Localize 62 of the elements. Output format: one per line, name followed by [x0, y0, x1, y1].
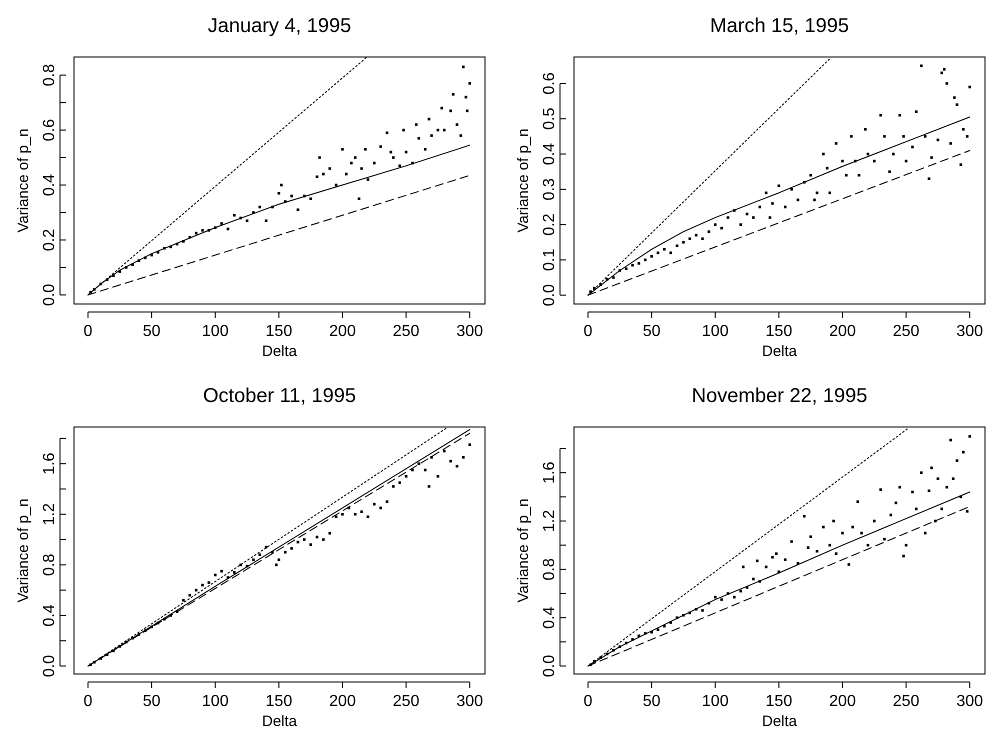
y-tick-label: 0.4 [41, 174, 58, 196]
x-tick-label: 200 [329, 693, 356, 710]
y-tick-label: 0.4 [541, 606, 558, 629]
x-tick-label: 50 [642, 693, 661, 710]
x-tick-label: 300 [456, 693, 484, 710]
y-tick-label: 0.4 [41, 604, 58, 627]
x-tick-label: 250 [892, 323, 920, 340]
y-tick-label: 0.0 [41, 654, 58, 678]
y-tick-label: 1.2 [41, 503, 58, 526]
x-tick-label: 150 [766, 693, 792, 710]
x-tick-label: 100 [702, 323, 729, 340]
x-tick-label: 150 [766, 323, 792, 340]
y-axis-title: Variance of p_n [15, 498, 32, 602]
x-tick-label: 100 [702, 693, 729, 710]
x-axis-title: Delta [262, 343, 298, 360]
x-tick-label: 0 [584, 323, 593, 340]
x-tick-label: 300 [456, 323, 484, 340]
x-tick-label: 100 [202, 693, 229, 710]
x-tick-label: 0 [584, 693, 593, 710]
chart-title: October 11, 1995 [202, 385, 356, 407]
y-tick-label: 1.6 [41, 452, 58, 475]
chart-title: March 15, 1995 [710, 15, 849, 37]
x-tick-label: 250 [392, 693, 420, 710]
y-tick-label: 1.2 [541, 510, 558, 532]
y-tick-label: 0.0 [541, 654, 558, 678]
y-tick-label: 0.8 [541, 558, 558, 580]
y-tick-label: 1.6 [541, 461, 558, 484]
x-tick-label: 50 [142, 323, 161, 340]
y-tick-label: 0.1 [541, 248, 558, 272]
x-tick-label: 200 [829, 323, 856, 340]
y-tick-label: 0.8 [41, 554, 58, 576]
x-tick-label: 250 [392, 323, 420, 340]
x-tick-label: 300 [956, 693, 984, 710]
y-tick-label: 0.0 [541, 284, 558, 306]
y-tick-label: 0.2 [41, 228, 58, 252]
x-tick-label: 300 [956, 323, 984, 340]
x-tick-label: 150 [266, 693, 292, 710]
x-tick-label: 200 [829, 693, 856, 710]
y-tick-label: 0.3 [541, 178, 558, 200]
x-axis-title: Delta [762, 713, 798, 730]
y-axis-title: Variance of p_n [515, 128, 532, 232]
x-axis-title: Delta [262, 713, 298, 730]
y-tick-label: 0.4 [541, 142, 558, 166]
y-tick-label: 0.6 [541, 72, 558, 95]
x-tick-label: 150 [266, 323, 292, 340]
x-tick-label: 0 [84, 693, 93, 710]
chart-title: January 4, 1995 [208, 15, 352, 37]
chart-title: November 22, 1995 [692, 385, 868, 407]
y-tick-label: 0.0 [41, 284, 58, 306]
x-tick-label: 50 [642, 323, 661, 340]
y-tick-label: 0.2 [541, 213, 558, 236]
x-tick-label: 50 [142, 693, 161, 710]
y-tick-label: 0.6 [41, 118, 58, 142]
x-axis-title: Delta [762, 343, 798, 360]
y-tick-label: 0.8 [41, 64, 58, 86]
x-tick-label: 200 [329, 323, 356, 340]
y-tick-label: 0.5 [541, 108, 558, 130]
x-tick-label: 100 [202, 323, 229, 340]
y-axis-title: Variance of p_n [15, 128, 32, 232]
x-tick-label: 0 [84, 323, 93, 340]
y-axis-title: Variance of p_n [515, 498, 532, 602]
x-tick-label: 250 [892, 693, 920, 710]
